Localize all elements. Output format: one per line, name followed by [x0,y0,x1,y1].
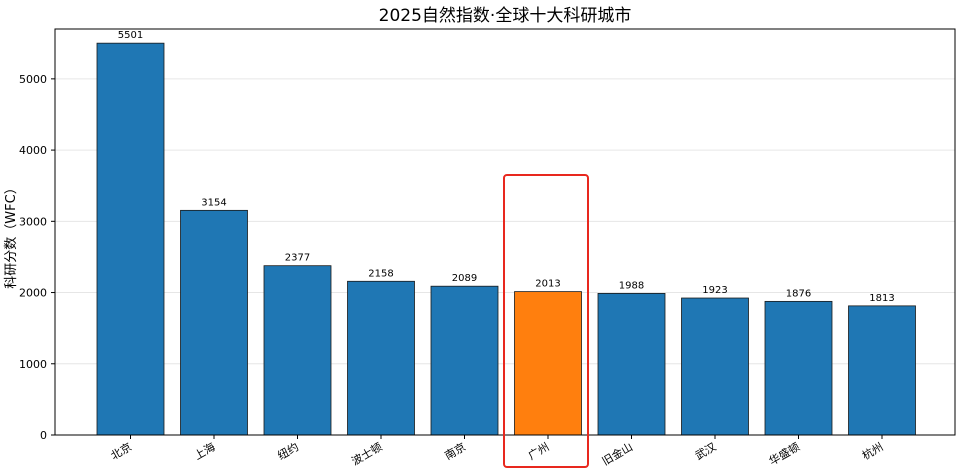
y-axis-label: 科研分数（WFC） [4,181,19,288]
y-tick-label: 1000 [19,358,47,371]
bar-value-label: 2089 [452,273,477,284]
bar [681,297,749,436]
bars [96,42,916,436]
x-tick-label: 华盛顿 [766,439,802,468]
bar [180,209,248,436]
bar-value-label: 1923 [702,285,727,296]
bar-value-label: 2013 [535,279,560,290]
y-tick-label: 0 [40,429,47,442]
x-tick-label: 广州 [526,440,552,462]
bar-value-label: 1813 [869,293,894,304]
chart-title: 2025自然指数·全球十大科研城市 [379,6,632,26]
data-labels: 5501 3154 2377 2158 2089 2013 1988 1923 1876 1813 [118,30,895,304]
bar-value-label: 1988 [619,280,644,291]
y-tick-label: 5000 [19,73,47,86]
bar [263,265,332,436]
x-tick-label: 武汉 [693,440,719,462]
x-axis: 北京 上海 纽约 波士顿 南京 广州 旧金山 武汉 华盛顿 杭州 [108,435,886,468]
bar [848,305,916,436]
bar-value-label: 5501 [118,30,143,41]
bar-value-label: 2158 [368,268,393,279]
x-tick-label: 北京 [108,439,134,462]
x-tick-label: 南京 [442,439,468,462]
y-tick-label: 2000 [19,287,47,300]
y-tick-label: 4000 [19,144,47,157]
y-tick-label: 3000 [19,215,47,228]
bar [430,285,499,436]
highlight-box [503,174,589,468]
bar [597,292,666,436]
x-tick-label: 波士顿 [349,439,385,468]
x-tick-label: 旧金山 [599,439,635,468]
y-axis: 0 1000 2000 3000 4000 5000 [19,73,55,442]
x-tick-label: 杭州 [859,439,885,462]
bar [764,300,833,436]
bar [96,42,165,436]
bar-highlight [514,291,582,436]
x-tick-label: 上海 [191,439,217,462]
bar [347,280,415,436]
x-tick-label: 纽约 [275,439,301,462]
bar-value-label: 2377 [285,253,310,264]
bar-value-label: 3154 [201,197,226,208]
bar-value-label: 1876 [786,288,811,299]
